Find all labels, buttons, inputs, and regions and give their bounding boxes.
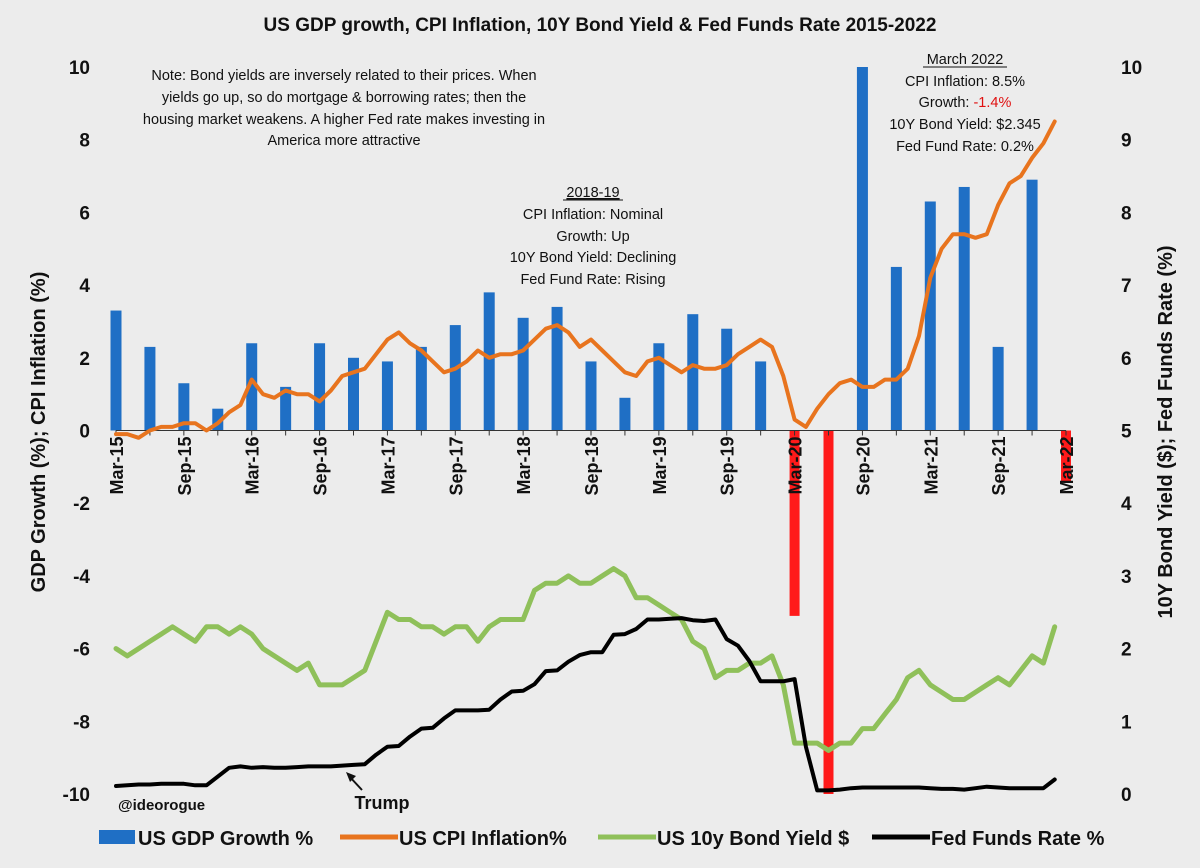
- y-tick-right-label: 3: [1121, 567, 1132, 588]
- gdp-bar: [721, 329, 732, 431]
- gdp-bar: [1027, 180, 1038, 431]
- annotation-2022-line-3: 10Y Bond Yield: $2.345: [889, 117, 1040, 133]
- gdp-bar: [959, 187, 970, 431]
- note-line-2: yields go up, so do mortgage & borrowing…: [162, 90, 526, 106]
- y-tick-right-label: 0: [1121, 785, 1132, 806]
- legend-label-bond: US 10y Bond Yield $: [657, 828, 849, 850]
- gdp-bar: [348, 358, 359, 431]
- y-tick-left-label: -6: [73, 640, 90, 661]
- y-tick-left-label: 10: [69, 58, 90, 79]
- annotation-2018-line-3: 10Y Bond Yield: Declining: [510, 250, 677, 266]
- x-tick-label: Mar-22: [1057, 437, 1077, 495]
- gdp-bar: [416, 347, 427, 431]
- gdp-bar: [925, 201, 936, 430]
- x-tick-label: Sep-17: [446, 437, 466, 496]
- y-tick-left-label: -2: [73, 494, 90, 515]
- gdp-bar: [144, 347, 155, 431]
- annotation-2022-heading: March 2022: [927, 52, 1004, 68]
- annotation-2018-line-1: CPI Inflation: Nominal: [523, 207, 663, 223]
- annotation-2018-line-2: Growth: Up: [556, 229, 629, 245]
- y-tick-right-label: 8: [1121, 203, 1132, 224]
- y-axis-label-left: GDP Growth (%); CPI Inflation (%): [28, 272, 50, 593]
- gdp-bar: [484, 292, 495, 430]
- note-line-3: housing market weakens. A higher Fed rat…: [143, 112, 545, 128]
- y-tick-right-label: 9: [1121, 131, 1132, 152]
- note-line-4: America more attractive: [267, 133, 420, 149]
- y-tick-left-label: -4: [73, 567, 90, 588]
- gdp-bar: [993, 347, 1004, 431]
- x-tick-label: Sep-16: [311, 437, 331, 496]
- annotation-2022-line-4: Fed Fund Rate: 0.2%: [896, 139, 1034, 155]
- x-tick-label: Mar-17: [378, 437, 398, 495]
- gdp-bar: [687, 314, 698, 430]
- gdp-bar: [857, 67, 868, 431]
- y-tick-right-label: 4: [1121, 494, 1132, 515]
- y-tick-left-label: 6: [79, 203, 90, 224]
- chart: US GDP growth, CPI Inflation, 10Y Bond Y…: [0, 0, 1200, 868]
- x-tick-label: Mar-16: [243, 437, 263, 495]
- x-tick-label: Sep-18: [582, 437, 602, 496]
- x-tick-label: Mar-20: [786, 437, 806, 495]
- x-tick-label: Sep-19: [718, 437, 738, 496]
- legend-label-fed: Fed Funds Rate %: [931, 828, 1105, 850]
- y-tick-left-label: -8: [73, 712, 90, 733]
- annotation-2022-line-2-prefix: Growth:: [919, 95, 974, 111]
- gdp-bar: [111, 311, 122, 431]
- annotation-2022-line-2: Growth: -1.4%: [919, 95, 1012, 111]
- y-tick-left-label: -10: [63, 785, 90, 806]
- x-tick-label: Mar-21: [921, 437, 941, 495]
- x-tick-label: Mar-19: [650, 437, 670, 495]
- y-tick-right-label: 5: [1121, 422, 1132, 443]
- x-tick-label: Sep-21: [989, 437, 1009, 496]
- chart-title: US GDP growth, CPI Inflation, 10Y Bond Y…: [264, 15, 937, 36]
- author-handle: @ideorogue: [118, 797, 205, 814]
- y-tick-left-label: 0: [79, 422, 90, 443]
- y-tick-left-label: 4: [79, 276, 90, 297]
- legend-label-gdp: US GDP Growth %: [138, 828, 313, 850]
- gdp-bar: [314, 343, 325, 430]
- y-tick-right-label: 2: [1121, 640, 1132, 661]
- trump-label: Trump: [354, 793, 409, 813]
- gdp-bar: [755, 361, 766, 430]
- gdp-bar: [518, 318, 529, 431]
- x-tick-label: Mar-15: [107, 437, 127, 495]
- x-tick-label: Mar-18: [514, 437, 534, 495]
- gdp-bar: [891, 267, 902, 431]
- y-tick-right-label: 6: [1121, 349, 1132, 370]
- x-axis-ticks: Mar-15 Sep-15 Mar-16 Sep-16 Mar-17 Sep-17 Mar-…: [107, 431, 1077, 496]
- x-tick-label: Sep-20: [853, 437, 873, 496]
- annotation-2022-growth-value: -1.4%: [973, 95, 1011, 111]
- annotation-2022-line-1: CPI Inflation: 8.5%: [905, 74, 1025, 90]
- gdp-bar-negative: [824, 431, 834, 795]
- y-tick-right-label: 1: [1121, 712, 1132, 733]
- legend-label-cpi: US CPI Inflation%: [399, 828, 567, 850]
- gdp-bar: [382, 361, 393, 430]
- y-tick-right-label: 10: [1121, 58, 1142, 79]
- gdp-bar: [619, 398, 630, 431]
- y-tick-left-label: 8: [79, 131, 90, 152]
- legend-swatch-gdp: [99, 830, 135, 844]
- annotation-2018-line-4: Fed Fund Rate: Rising: [520, 272, 665, 288]
- x-tick-label: Sep-15: [175, 437, 195, 496]
- annotation-2018-heading: 2018-19: [566, 185, 619, 201]
- y-tick-left-label: 2: [79, 349, 90, 370]
- y-tick-right-label: 7: [1121, 276, 1132, 297]
- note-line-1: Note: Bond yields are inversely related …: [151, 68, 536, 84]
- gdp-bar: [586, 361, 597, 430]
- gdp-bar: [450, 325, 461, 430]
- y-axis-label-right: 10Y Bond Yield ($); Fed Funds Rate (%): [1155, 245, 1177, 618]
